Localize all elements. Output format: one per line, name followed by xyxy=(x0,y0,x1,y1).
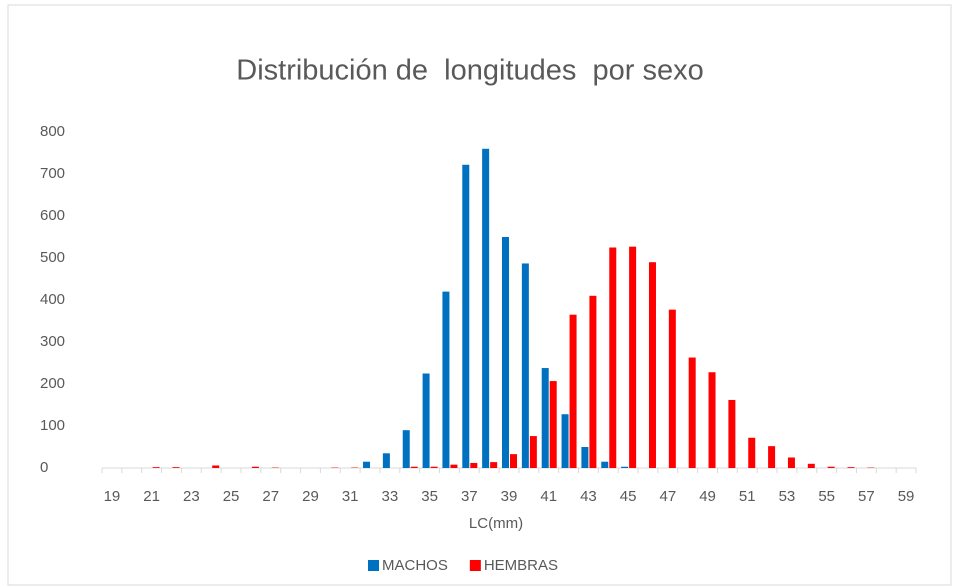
y-tick-label: 800 xyxy=(40,123,65,140)
x-tick-label: 27 xyxy=(262,488,279,505)
x-tick-label: 55 xyxy=(818,488,835,505)
bar xyxy=(561,414,569,468)
y-tick-label: 500 xyxy=(40,249,65,266)
bar xyxy=(787,457,795,468)
x-tick-label: 37 xyxy=(461,488,478,505)
x-tick-label: 43 xyxy=(580,488,597,505)
y-tick-label: 200 xyxy=(40,375,65,392)
bar xyxy=(470,462,478,468)
y-tick-label: 400 xyxy=(40,291,65,308)
bar xyxy=(442,291,450,468)
x-tick-label: 19 xyxy=(104,488,121,505)
bar xyxy=(688,357,696,468)
x-tick-label: 47 xyxy=(659,488,676,505)
legend-swatch xyxy=(368,560,379,571)
x-tick-label: 39 xyxy=(501,488,518,505)
bar xyxy=(450,464,458,468)
bar xyxy=(549,381,557,468)
bar xyxy=(172,467,180,468)
legend-label: HEMBRAS xyxy=(484,557,558,574)
y-tick-label: 700 xyxy=(40,165,65,182)
bar xyxy=(581,447,589,468)
bar xyxy=(363,461,371,468)
chart-title: Distribución de longitudes por sexo xyxy=(236,55,703,87)
bar xyxy=(768,446,776,468)
x-tick-label: 41 xyxy=(540,488,557,505)
bar xyxy=(521,263,529,468)
bar xyxy=(382,453,390,468)
bar xyxy=(502,237,509,468)
bar xyxy=(529,436,537,468)
bar xyxy=(541,368,549,468)
x-tick-label: 23 xyxy=(183,488,200,505)
x-tick-label: 59 xyxy=(898,488,915,505)
bar xyxy=(482,148,490,469)
bar xyxy=(430,466,438,468)
bar xyxy=(629,246,637,468)
bar xyxy=(748,437,756,468)
bar xyxy=(847,467,855,468)
bar xyxy=(569,314,577,468)
bar xyxy=(490,462,498,468)
x-axis-label: LC(mm) xyxy=(469,515,523,532)
x-tick-label: 53 xyxy=(779,488,796,505)
bar xyxy=(668,309,676,468)
x-tick-label: 49 xyxy=(699,488,716,505)
bar xyxy=(708,372,716,468)
bar xyxy=(807,463,815,468)
y-tick-label: 0 xyxy=(40,459,48,476)
bar xyxy=(510,454,517,468)
bar xyxy=(601,461,609,468)
bar xyxy=(212,465,220,468)
legend-swatch xyxy=(469,560,481,571)
x-tick-label: 21 xyxy=(143,488,160,505)
bar xyxy=(827,466,835,468)
bar xyxy=(410,466,418,468)
x-tick-label: 45 xyxy=(620,488,637,505)
bar xyxy=(402,430,410,468)
y-tick-label: 300 xyxy=(40,333,65,350)
bar xyxy=(462,164,470,468)
y-tick-label: 100 xyxy=(40,417,65,434)
bar xyxy=(728,399,736,468)
bar xyxy=(609,247,617,468)
bar xyxy=(251,466,259,468)
x-tick-label: 57 xyxy=(858,488,875,505)
bar xyxy=(589,295,597,468)
x-tick-label: 31 xyxy=(342,488,359,505)
legend-label: MACHOS xyxy=(382,557,448,574)
x-tick-label: 25 xyxy=(223,488,240,505)
bar xyxy=(621,466,629,468)
bar xyxy=(152,467,160,468)
x-tick-label: 35 xyxy=(421,488,438,505)
bar xyxy=(422,373,430,468)
chart-border xyxy=(7,4,952,586)
x-tick-label: 51 xyxy=(739,488,756,505)
x-tick-label: 29 xyxy=(302,488,319,505)
y-tick-label: 600 xyxy=(40,207,65,224)
x-tick-label: 33 xyxy=(382,488,399,505)
bar xyxy=(648,262,656,468)
